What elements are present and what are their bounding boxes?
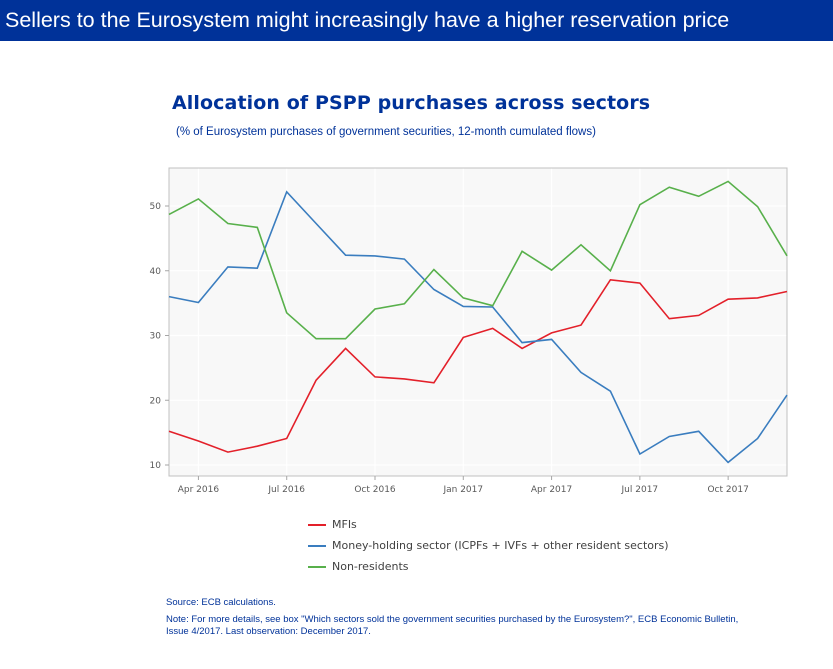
x-tick-label: Jul 2017 [621,485,659,495]
y-tick-label: 10 [150,461,162,471]
y-tick-label: 50 [150,202,162,212]
legend-item-non-residents: Non-residents [308,556,669,577]
source-note: Source: ECB calculations. [166,597,276,608]
legend-swatch-mfis [308,523,326,526]
series-line-non-residents [168,180,788,340]
slide-title: Sellers to the Eurosystem might increasi… [5,8,730,32]
y-axis: 10 20 30 40 50 [150,202,169,471]
y-tick-label: 20 [150,396,162,406]
plot-area [169,168,787,476]
x-tick-label: Apr 2017 [531,485,572,495]
x-tick-label: Apr 2016 [178,485,220,495]
legend-label-money-holding: Money-holding sector (ICPFs + IVFs + oth… [332,539,669,552]
x-tick-label: Jul 2016 [267,485,305,495]
x-tick-label: Jan 2017 [442,485,483,495]
legend-label-mfis: MFIs [332,518,357,531]
legend-item-money-holding: Money-holding sector (ICPFs + IVFs + oth… [308,535,669,556]
chart-subtitle: (% of Eurosystem purchases of government… [176,126,596,138]
footnote: Note: For more details, see box "Which s… [166,614,739,637]
x-tick-label: Oct 2017 [707,485,748,495]
series-layer [168,180,788,464]
legend-item-mfis: MFIs [308,514,669,535]
y-tick-label: 40 [150,267,162,277]
y-tick-label: 30 [150,332,162,342]
plot-frame [168,167,788,477]
slide-banner: Sellers to the Eurosystem might increasi… [0,0,833,41]
x-axis: Apr 2016 Jul 2016 Oct 2016 Jan 2017 Apr 2017… [178,476,749,495]
legend: MFIs Money-holding sector (ICPFs + IVFs … [308,514,669,577]
legend-label-non-residents: Non-residents [332,560,409,573]
x-gridlines [197,168,729,476]
chart-title: Allocation of PSPP purchases across sect… [172,92,651,114]
series-line-money-holding [168,190,788,464]
x-tick-label: Oct 2016 [354,485,396,495]
legend-swatch-money-holding [308,544,326,547]
legend-swatch-non-residents [308,565,326,568]
series-line-mfis [168,278,788,453]
